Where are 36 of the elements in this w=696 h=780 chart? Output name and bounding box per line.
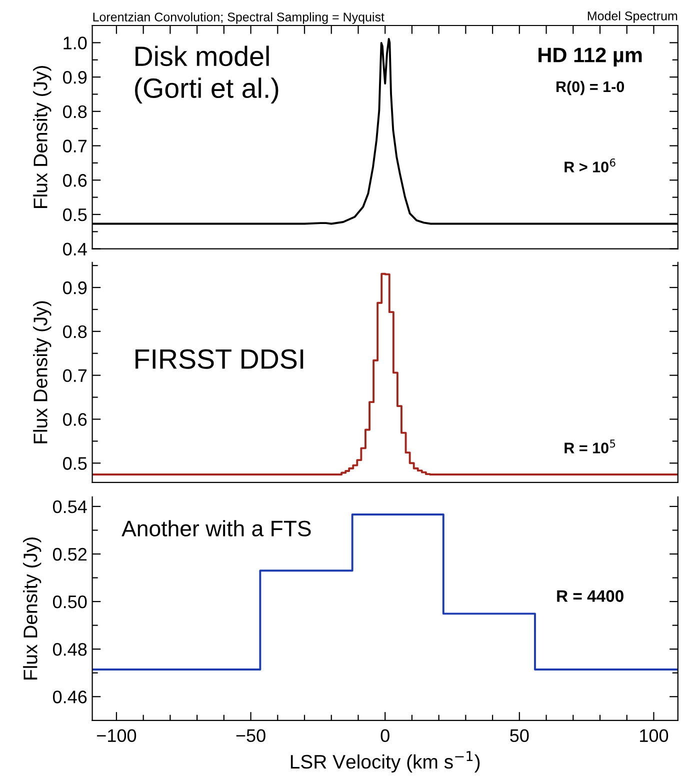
x-axis-title: LSR Velocity (km s$^{−1}$): [290, 751, 480, 773]
annotation: R = 4400: [557, 590, 624, 602]
y-tick-label: 0.9: [63, 281, 87, 294]
x-tick-label: 0: [380, 729, 390, 742]
chart-title: Lorentzian Convolution; Spectral Sampling = Nyquist: [93, 12, 384, 24]
y-tick-label: 0.9: [63, 70, 87, 84]
y-tick-label: 0.7: [63, 369, 87, 382]
y-tick-label: 0.46: [52, 690, 87, 704]
y-tick-label: 0.6: [63, 413, 87, 426]
y-tick-label: 0.5: [63, 208, 87, 222]
y-tick-label: 0.6: [63, 174, 87, 187]
y-tick-label: 0.8: [63, 105, 87, 118]
y-tick-label: 0.4: [63, 242, 87, 256]
x-tick-label: 100: [640, 729, 668, 742]
annotation: Disk model (Gorti et al.): [135, 46, 278, 104]
y-tick-label: 1.0: [64, 36, 87, 50]
y-tick-label: 0.48: [52, 643, 87, 656]
y-axis-title: Flux Density (Jy): [23, 537, 42, 680]
x-tick-label: −100: [97, 729, 136, 742]
text: Model Spectrum: [588, 11, 678, 23]
y-axis-title: Flux Density (Jy): [33, 301, 52, 444]
annotation: FIRSST DDSI: [136, 349, 304, 369]
y-tick-label: 0.7: [63, 140, 87, 152]
annotation: HD 112 µm: [538, 48, 642, 66]
y-tick-label: 0.52: [52, 548, 87, 561]
annotation: R = 10$^{5}$: [564, 440, 616, 454]
annotation: R(0) = 1-0: [556, 80, 624, 96]
x-tick-label: 50: [510, 729, 529, 742]
annotation: R > 10$^{6}$: [564, 158, 616, 172]
annotation: Another with a FTS: [122, 520, 311, 536]
x-tick-label: −50: [236, 729, 266, 742]
y-axis-title: Flux Density (Jy): [33, 66, 52, 208]
y-tick-label: 0.5: [63, 457, 87, 470]
y-tick-label: 0.54: [52, 500, 87, 514]
y-tick-label: 0.8: [63, 325, 87, 338]
y-tick-label: 0.50: [52, 595, 87, 608]
